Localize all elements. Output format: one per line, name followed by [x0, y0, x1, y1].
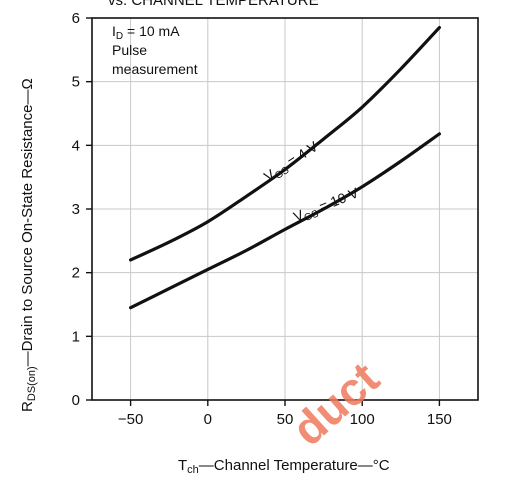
x-tick-label: 50	[277, 411, 294, 428]
tick-labels: 0 1 2 3 4 5 6 −50 0 50 100 150	[72, 10, 452, 428]
watermark: duct	[282, 352, 389, 456]
y-axis-label: RDS(on)—Drain to Source On-State Resista…	[19, 78, 38, 412]
x-tick-label: −50	[118, 411, 143, 428]
note-id: ID = 10 mA	[112, 23, 180, 42]
x-tick-label: 100	[350, 411, 375, 428]
axes	[86, 17, 479, 406]
series-label-vgs10: VGS = 10 V	[291, 184, 362, 228]
y-tick-label: 2	[72, 265, 80, 282]
condition-note: ID = 10 mA Pulse measurement	[112, 23, 198, 77]
x-tick-label: 0	[204, 411, 212, 428]
y-tick-label: 4	[72, 137, 80, 154]
series-lines	[129, 25, 441, 310]
y-tick-label: 0	[72, 392, 80, 409]
series-line-vgs10	[129, 132, 441, 310]
y-tick-label: 1	[72, 328, 80, 345]
note-measurement: measurement	[112, 61, 198, 77]
grid	[92, 17, 478, 401]
x-tick-label: 150	[427, 411, 452, 428]
note-pulse: Pulse	[112, 42, 147, 58]
y-tick-label: 6	[72, 10, 80, 27]
y-tick-label: 3	[72, 201, 80, 218]
y-tick-label: 5	[72, 74, 80, 91]
chart-title: vs. CHANNEL TEMPERATURE	[108, 0, 319, 9]
x-axis-label: Tch—Channel Temperature—°C	[178, 457, 390, 476]
series-line-vgs4	[129, 25, 441, 262]
